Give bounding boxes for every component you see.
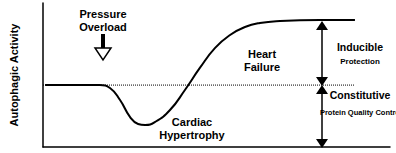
svg-text:Inducible: Inducible (337, 41, 383, 53)
svg-text:Hypertrophy: Hypertrophy (159, 129, 225, 141)
svg-text:Failure: Failure (244, 61, 280, 73)
svg-text:Overload: Overload (79, 21, 127, 33)
svg-text:Constitutive: Constitutive (330, 89, 391, 101)
svg-text:Heart: Heart (248, 48, 276, 60)
svg-text:Protein Quality Control: Protein Quality Control (320, 108, 396, 117)
svg-text:Pressure: Pressure (79, 8, 126, 20)
svg-text:Autophagic Activity: Autophagic Activity (8, 23, 20, 127)
svg-text:Cardiac: Cardiac (172, 116, 212, 128)
svg-text:Protection: Protection (340, 57, 380, 66)
